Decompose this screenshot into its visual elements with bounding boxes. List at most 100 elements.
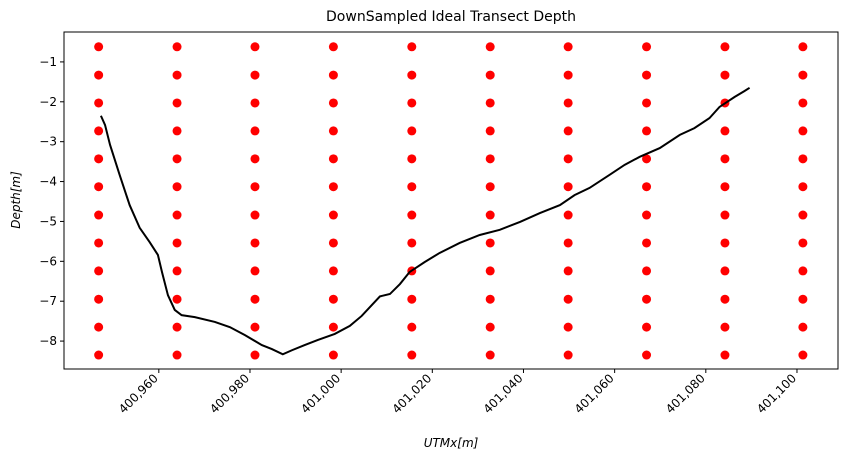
- point: [94, 238, 104, 248]
- x-axis-label: UTMx[m]: [424, 436, 479, 450]
- point: [94, 42, 104, 52]
- point: [328, 98, 338, 108]
- point: [94, 126, 104, 136]
- point: [798, 154, 808, 164]
- point: [250, 322, 260, 332]
- point: [642, 182, 652, 192]
- y-tick-label: −4: [39, 175, 57, 189]
- point: [642, 238, 652, 248]
- point: [720, 294, 730, 304]
- point: [328, 154, 338, 164]
- point: [94, 322, 104, 332]
- y-tick-label: −2: [39, 95, 57, 109]
- point: [328, 126, 338, 136]
- point: [172, 70, 182, 80]
- plot-frame: [63, 31, 839, 370]
- point: [328, 42, 338, 52]
- x-tick-label: 400,960: [116, 371, 161, 416]
- point: [94, 70, 104, 80]
- point: [407, 42, 417, 52]
- point: [798, 42, 808, 52]
- point: [172, 322, 182, 332]
- point: [563, 266, 573, 276]
- point: [94, 294, 104, 304]
- y-tick-label: −6: [39, 254, 57, 268]
- point: [94, 182, 104, 192]
- x-tick-label: 401,060: [572, 371, 617, 416]
- point: [485, 322, 495, 332]
- point: [563, 238, 573, 248]
- point: [485, 42, 495, 52]
- point: [94, 210, 104, 220]
- point: [642, 294, 652, 304]
- point: [250, 238, 260, 248]
- point: [172, 42, 182, 52]
- point: [720, 42, 730, 52]
- point: [798, 266, 808, 276]
- point: [642, 322, 652, 332]
- point: [642, 70, 652, 80]
- point: [485, 266, 495, 276]
- point: [485, 210, 495, 220]
- point: [642, 154, 652, 164]
- point: [563, 210, 573, 220]
- point: [563, 154, 573, 164]
- point: [798, 238, 808, 248]
- point: [720, 322, 730, 332]
- point: [328, 294, 338, 304]
- point: [172, 294, 182, 304]
- point: [720, 126, 730, 136]
- point: [172, 98, 182, 108]
- point: [642, 266, 652, 276]
- x-tick-label: 401,000: [298, 371, 343, 416]
- y-tick-label: −7: [39, 294, 57, 308]
- point: [485, 70, 495, 80]
- point: [485, 126, 495, 136]
- point: [485, 350, 495, 360]
- point: [328, 182, 338, 192]
- point: [798, 294, 808, 304]
- point: [328, 322, 338, 332]
- point: [94, 98, 104, 108]
- point: [94, 350, 104, 360]
- point: [328, 70, 338, 80]
- point: [250, 182, 260, 192]
- point: [720, 154, 730, 164]
- point: [642, 126, 652, 136]
- point: [250, 350, 260, 360]
- point: [798, 70, 808, 80]
- x-tick-label: 400,980: [207, 371, 252, 416]
- point: [407, 238, 417, 248]
- point: [563, 322, 573, 332]
- point: [485, 154, 495, 164]
- point: [328, 266, 338, 276]
- point: [642, 350, 652, 360]
- x-tick-label: 401,020: [389, 371, 434, 416]
- point: [172, 210, 182, 220]
- point: [563, 294, 573, 304]
- point: [485, 238, 495, 248]
- point: [172, 350, 182, 360]
- point: [798, 98, 808, 108]
- point: [485, 294, 495, 304]
- point: [328, 210, 338, 220]
- point: [720, 70, 730, 80]
- point: [642, 210, 652, 220]
- point: [798, 350, 808, 360]
- point: [798, 182, 808, 192]
- x-tick-label: 401,080: [663, 371, 708, 416]
- point: [250, 70, 260, 80]
- point: [172, 238, 182, 248]
- point: [172, 126, 182, 136]
- point: [563, 98, 573, 108]
- point: [250, 294, 260, 304]
- y-tick-label: −1: [39, 55, 57, 69]
- point: [798, 322, 808, 332]
- y-tick-label: −3: [39, 135, 57, 149]
- chart-title: DownSampled Ideal Transect Depth: [326, 9, 576, 25]
- point: [407, 210, 417, 220]
- point: [563, 126, 573, 136]
- point: [720, 182, 730, 192]
